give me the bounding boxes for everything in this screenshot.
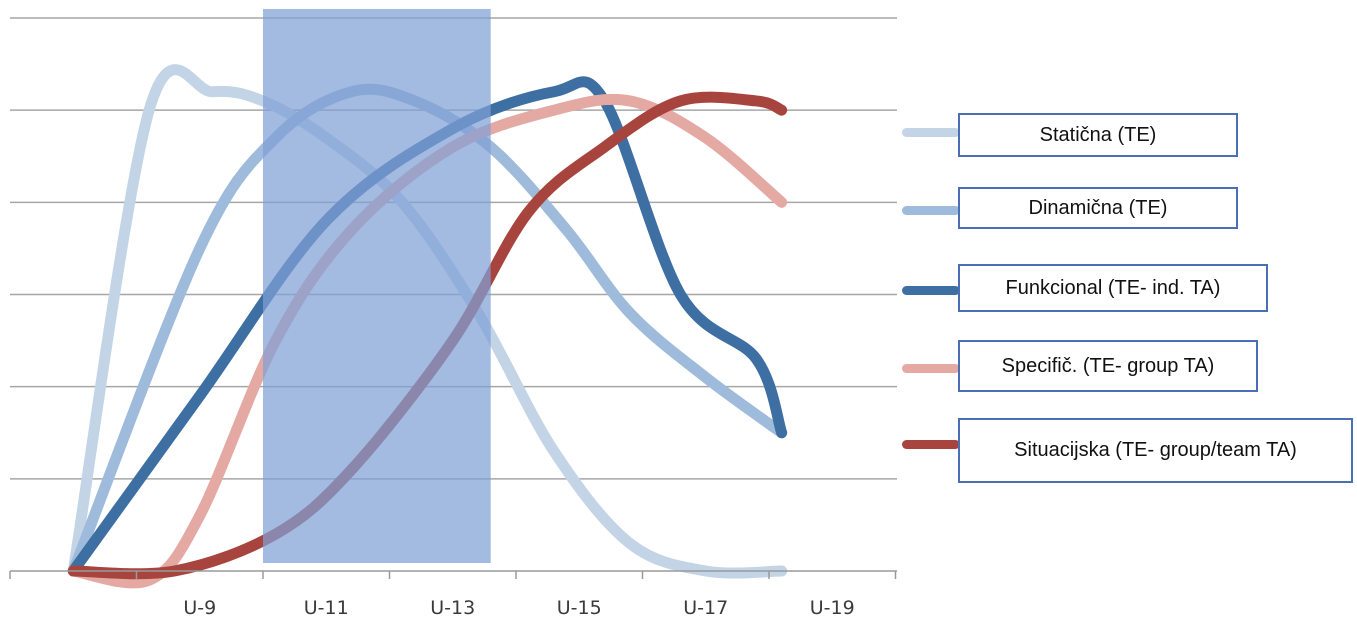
legend-swatch-specific bbox=[902, 364, 960, 373]
legend-item-specific: Specifič. (TE- group TA) bbox=[958, 340, 1258, 392]
legend-label: Dinamična (TE) bbox=[1028, 196, 1168, 219]
x-tick-label: U-9 bbox=[183, 597, 216, 619]
legend-swatch-functional bbox=[902, 286, 960, 295]
legend-item-dynamic: Dinamična (TE) bbox=[958, 187, 1238, 229]
legend-label: Specifič. (TE- group TA) bbox=[1001, 354, 1215, 377]
legend-item-static: Statična (TE) bbox=[958, 113, 1238, 157]
legend-swatch-situational bbox=[902, 440, 960, 449]
legend-label: Situacijska (TE- group/team TA) bbox=[1014, 439, 1297, 461]
legend-swatch-dynamic bbox=[902, 206, 960, 215]
x-tick-label: U-17 bbox=[683, 597, 728, 619]
series-functional bbox=[67, 76, 788, 577]
highlight-band bbox=[263, 9, 491, 563]
legend-label: Funkcional (TE- ind. TA) bbox=[1005, 276, 1221, 299]
x-axis-ticks: U-9 U-11 U-13 U-15 U-17 U-19 bbox=[9, 571, 897, 619]
x-tick-label: U-11 bbox=[304, 597, 349, 619]
legend-item-functional: Funkcional (TE- ind. TA) bbox=[958, 264, 1268, 312]
legend-item-situational: Situacijska (TE- group/team TA) bbox=[958, 418, 1353, 483]
x-tick-label: U-13 bbox=[430, 597, 475, 619]
legend-label: Statična (TE) bbox=[1039, 123, 1157, 146]
legend-swatch-static bbox=[902, 128, 960, 137]
x-tick-label: U-15 bbox=[557, 597, 602, 619]
x-tick-label: U-19 bbox=[810, 597, 855, 619]
